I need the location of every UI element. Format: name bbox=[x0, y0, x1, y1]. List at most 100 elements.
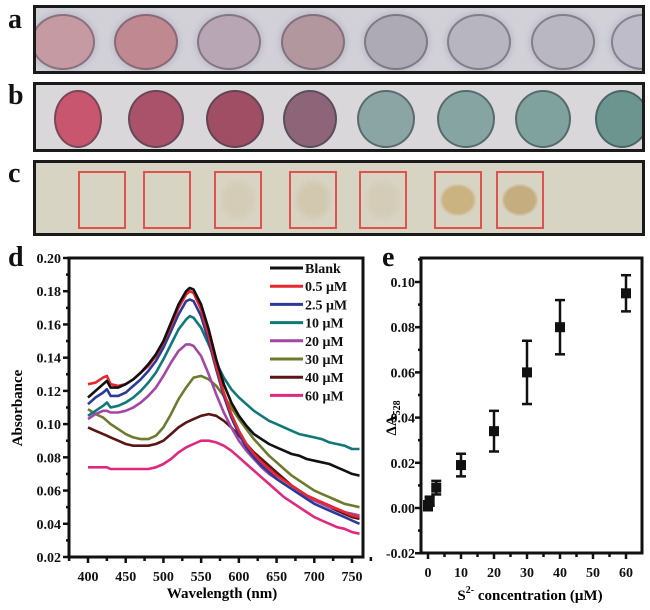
square-marker bbox=[555, 322, 565, 333]
x-tick-label-d: 750 bbox=[342, 570, 363, 585]
test-spot-b bbox=[514, 90, 571, 148]
y-tick-label-e: -0.02 bbox=[386, 547, 415, 562]
y-axis-label-e: ΔA528 bbox=[384, 400, 403, 435]
y-axis-label-d: Absorbance bbox=[10, 369, 26, 446]
y-axis-label-e-sub: 528 bbox=[392, 400, 403, 415]
panel-label-e: e bbox=[382, 242, 395, 273]
legend-label: 60 μM bbox=[305, 389, 344, 404]
stain-spot bbox=[296, 181, 330, 219]
test-spot-b bbox=[595, 90, 642, 148]
spectrum-line bbox=[87, 314, 360, 451]
x-tick-label-d: 500 bbox=[153, 570, 174, 585]
test-spot-b bbox=[53, 90, 102, 148]
x-tick-label-d: 400 bbox=[78, 570, 99, 585]
test-spot-a bbox=[197, 14, 261, 70]
y-tick-label-d: 0.12 bbox=[37, 385, 62, 400]
test-spot-b bbox=[206, 90, 265, 148]
x-tick-label-d: 700 bbox=[304, 570, 325, 585]
y-tick-label-d: 0.02 bbox=[37, 551, 62, 566]
spectrum-line bbox=[87, 289, 360, 519]
marked-region-box bbox=[78, 171, 126, 229]
legend-label: Blank bbox=[305, 262, 341, 277]
spectrum-line bbox=[87, 374, 360, 509]
x-tick-label-d: 650 bbox=[266, 570, 287, 585]
x-tick-label-d: 550 bbox=[191, 570, 212, 585]
stain-spot bbox=[503, 185, 537, 215]
square-marker bbox=[423, 500, 433, 511]
y-tick-label-d: 0.08 bbox=[37, 451, 62, 466]
data-point bbox=[489, 409, 499, 453]
data-point bbox=[522, 339, 532, 406]
x-axis-label-e: S2- concentration (μM) bbox=[457, 585, 602, 604]
data-point bbox=[456, 452, 466, 478]
plot-frame-d bbox=[67, 256, 365, 559]
data-point bbox=[424, 495, 435, 507]
marked-region-box bbox=[496, 171, 544, 229]
data-point bbox=[431, 479, 442, 496]
square-marker bbox=[456, 460, 466, 471]
y-tick-label-e: 0.00 bbox=[391, 502, 416, 517]
x-axis-label-e-rest: concentration (μM) bbox=[474, 588, 602, 604]
x-tick-label-e: 30 bbox=[520, 566, 534, 581]
test-spot-a bbox=[447, 14, 511, 70]
stain-spot bbox=[366, 181, 400, 219]
y-tick-label-d: 0.04 bbox=[37, 518, 62, 533]
x-tick-label-e: 10 bbox=[454, 566, 468, 581]
panel-label-b: b bbox=[8, 80, 24, 111]
x-tick-label-e: 40 bbox=[553, 566, 567, 581]
test-spot-a bbox=[364, 14, 428, 70]
panel-label-d: d bbox=[8, 242, 24, 273]
y-tick-label-d: 0.10 bbox=[37, 418, 62, 433]
test-spot-a bbox=[531, 14, 595, 70]
x-tick-label-e: 60 bbox=[619, 566, 633, 581]
plot-frame-e bbox=[419, 256, 644, 555]
test-spot-b bbox=[127, 90, 184, 148]
legend-label: 10 μM bbox=[305, 317, 344, 332]
square-marker bbox=[431, 482, 442, 493]
stain-spot bbox=[441, 185, 475, 215]
x-axis-label-e-sup: 2- bbox=[466, 585, 474, 596]
y-tick-label-e: 0.06 bbox=[391, 366, 416, 381]
square-marker bbox=[489, 426, 499, 437]
stain-spot bbox=[221, 181, 255, 219]
panel-label-c: c bbox=[8, 158, 21, 189]
y-tick-label-e: 0.08 bbox=[391, 321, 416, 336]
legend-label: 40 μM bbox=[305, 371, 344, 386]
square-marker bbox=[522, 367, 532, 378]
spectrum-line bbox=[87, 412, 360, 521]
y-tick-label-d: 0.14 bbox=[37, 352, 62, 367]
test-spot-a bbox=[611, 14, 642, 70]
spectrum-line bbox=[87, 343, 360, 517]
x-tick-label-e: 20 bbox=[487, 566, 501, 581]
spectrum-line bbox=[87, 298, 361, 525]
marked-region-box bbox=[434, 171, 482, 229]
photo-strip-c bbox=[33, 160, 645, 236]
legend-label: 2.5 μM bbox=[305, 298, 347, 313]
spectrum-line bbox=[87, 286, 360, 477]
test-spot-b bbox=[436, 90, 495, 148]
x-tick-label-d: 600 bbox=[228, 570, 249, 585]
square-marker bbox=[621, 288, 631, 299]
legend-label: 30 μM bbox=[305, 353, 344, 368]
y-axis-label-e-base: ΔA bbox=[384, 415, 400, 435]
x-tick-label-e: 0 bbox=[425, 566, 432, 581]
x-axis-label-d: Wavelength (nm) bbox=[167, 586, 277, 602]
y-tick-label-d: 0.18 bbox=[37, 285, 62, 300]
test-spot-a bbox=[281, 14, 345, 70]
y-tick-label-d: 0.16 bbox=[37, 318, 62, 333]
x-tick-label-d: 450 bbox=[115, 570, 136, 585]
spectrum-line bbox=[88, 439, 360, 535]
y-tick-label-d: 0.06 bbox=[37, 485, 62, 500]
test-spot-b bbox=[282, 90, 337, 148]
marked-region-box bbox=[359, 171, 407, 229]
marked-region-box bbox=[143, 171, 191, 229]
data-point bbox=[555, 298, 565, 356]
x-axis-label-e-base: S bbox=[457, 588, 465, 604]
data-point bbox=[423, 499, 433, 512]
photo-strip-b bbox=[33, 82, 645, 152]
test-spot-b bbox=[357, 90, 416, 148]
marked-region-box bbox=[289, 171, 337, 229]
legend-label: 20 μM bbox=[305, 335, 344, 350]
y-tick-label-e: 0.10 bbox=[391, 276, 416, 291]
y-tick-label-e: 0.04 bbox=[391, 412, 416, 427]
